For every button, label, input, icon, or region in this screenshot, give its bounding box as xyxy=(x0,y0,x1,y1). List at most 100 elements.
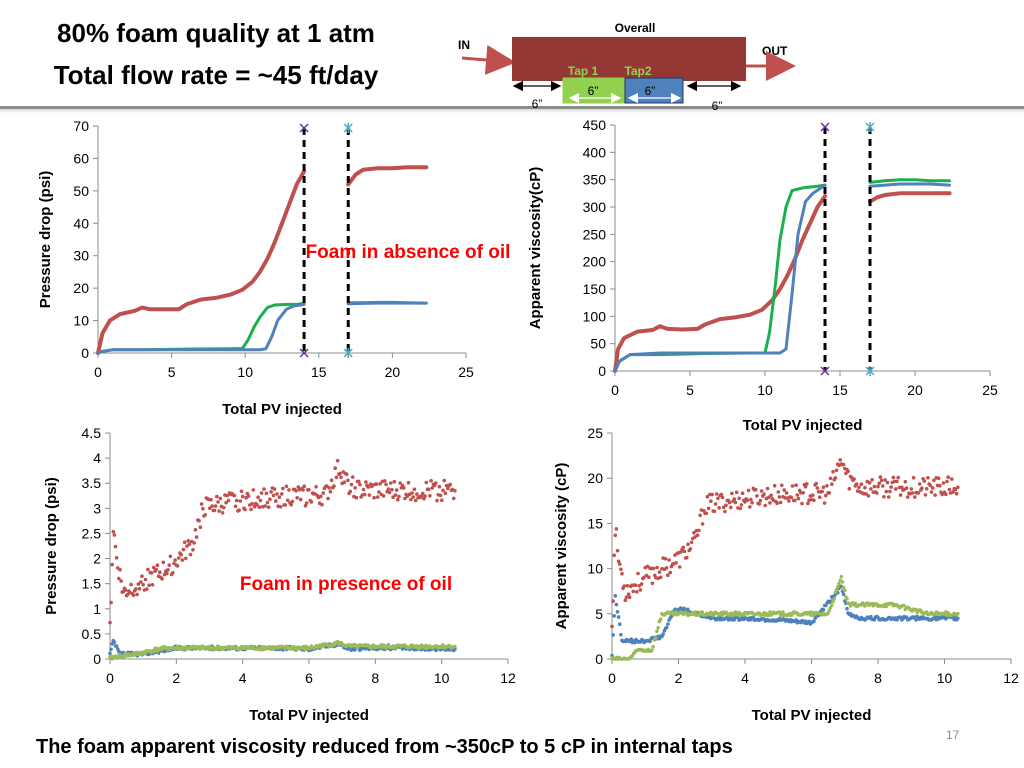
data-point-overall xyxy=(215,494,219,499)
data-point-overall xyxy=(739,503,744,507)
data-point-overall xyxy=(885,480,890,485)
data-point-overall xyxy=(220,511,225,515)
x-tick-label: 2 xyxy=(172,670,180,686)
data-point-overall xyxy=(428,494,432,498)
data-point-tap2 xyxy=(619,632,623,637)
data-point-overall xyxy=(137,587,142,591)
data-point-overall xyxy=(269,490,273,494)
data-point-overall xyxy=(146,567,150,572)
data-point-tap1_oil xyxy=(777,610,782,614)
data-point-tap2 xyxy=(845,606,849,611)
data-point-overall xyxy=(882,495,886,499)
y-tick-label: 10 xyxy=(587,561,603,577)
data-point-overall xyxy=(846,469,850,474)
data-point-overall xyxy=(904,486,909,491)
data-point-overall xyxy=(740,491,745,496)
y-tick-label: 2 xyxy=(93,551,101,567)
data-point-overall xyxy=(203,513,207,517)
data-point-overall xyxy=(867,481,872,485)
data-point-overall xyxy=(198,525,203,529)
data-point-overall xyxy=(384,482,388,487)
data-point-overall xyxy=(946,475,950,480)
data-point-overall xyxy=(194,535,199,539)
marker-cross xyxy=(820,122,830,132)
data-point-overall xyxy=(911,475,916,480)
overall-label: Overall xyxy=(615,21,656,35)
data-point-overall xyxy=(750,501,754,505)
x-tick-label: 6 xyxy=(305,670,313,686)
data-point-overall xyxy=(864,492,868,496)
data-point-overall xyxy=(622,584,626,588)
data-point-overall xyxy=(863,485,867,490)
data-point-overall xyxy=(938,483,942,488)
data-point-overall xyxy=(150,583,155,587)
data-point-overall xyxy=(249,507,253,512)
data-point-overall xyxy=(639,582,644,586)
data-point-overall xyxy=(289,502,294,507)
data-point-overall xyxy=(349,482,354,487)
data-point-overall xyxy=(147,583,151,587)
data-point-overall xyxy=(284,484,289,489)
data-point-overall xyxy=(393,493,398,497)
data-point-overall xyxy=(810,493,815,498)
data-point-overall xyxy=(234,498,239,503)
data-point-tap2 xyxy=(108,651,112,656)
data-point-overall xyxy=(611,599,615,603)
data-point-overall xyxy=(277,495,282,500)
data-point-tap1_oil xyxy=(840,580,845,584)
data-point-overall xyxy=(755,494,759,498)
data-point-overall xyxy=(166,568,170,572)
data-point-overall xyxy=(729,505,733,510)
data-point-tap1_oil xyxy=(902,603,906,608)
data-point-overall xyxy=(716,496,720,501)
data-point-overall xyxy=(895,479,899,484)
slide-title-line2: Total flow rate = ~45 ft/day xyxy=(53,60,379,90)
data-point-overall xyxy=(143,577,148,582)
data-point-overall xyxy=(900,485,904,490)
data-point-overall xyxy=(191,548,195,552)
y-tick-label: 350 xyxy=(583,172,607,188)
y-tick-label: 0 xyxy=(93,651,101,667)
data-point-tap2 xyxy=(841,592,846,597)
data-point-overall xyxy=(888,489,892,494)
data-point-overall xyxy=(638,588,643,592)
data-point-overall xyxy=(357,479,361,484)
y-tick-label: 4.5 xyxy=(82,425,102,441)
x-tick-label: 15 xyxy=(311,364,327,380)
data-point-overall xyxy=(278,505,283,509)
data-point-overall xyxy=(763,503,767,508)
data-point-overall xyxy=(748,505,752,509)
data-point-overall xyxy=(790,484,795,488)
data-point-overall xyxy=(830,482,834,487)
data-point-overall xyxy=(712,509,717,514)
y-tick-label: 400 xyxy=(583,144,607,160)
data-point-overall xyxy=(749,497,753,502)
data-point-overall xyxy=(930,486,935,490)
data-point-overall xyxy=(255,502,259,507)
data-point-overall xyxy=(787,499,791,503)
x-tick-label: 12 xyxy=(500,670,516,686)
data-point-overall xyxy=(332,484,336,488)
y-tick-label: 2.5 xyxy=(82,525,102,541)
title-divider-shadow xyxy=(0,109,1024,113)
data-point-overall xyxy=(118,567,122,572)
data-point-overall xyxy=(403,496,407,501)
data-point-overall xyxy=(139,580,143,584)
y-tick-label: 40 xyxy=(73,215,89,231)
data-point-overall xyxy=(727,500,732,505)
data-point-overall xyxy=(430,486,435,490)
data-point-overall xyxy=(280,492,284,496)
data-point-tap2 xyxy=(614,602,619,607)
data-point-overall xyxy=(176,556,181,560)
data-point-overall xyxy=(434,481,438,485)
data-point-overall xyxy=(806,501,810,506)
data-point-overall xyxy=(805,482,809,486)
data-point-overall xyxy=(251,488,256,492)
data-point-tap2 xyxy=(109,647,113,652)
data-point-tap2 xyxy=(616,615,621,619)
data-point-overall xyxy=(184,556,188,561)
data-point-overall xyxy=(314,485,318,489)
data-point-overall xyxy=(635,590,639,594)
data-point-overall xyxy=(666,573,670,577)
